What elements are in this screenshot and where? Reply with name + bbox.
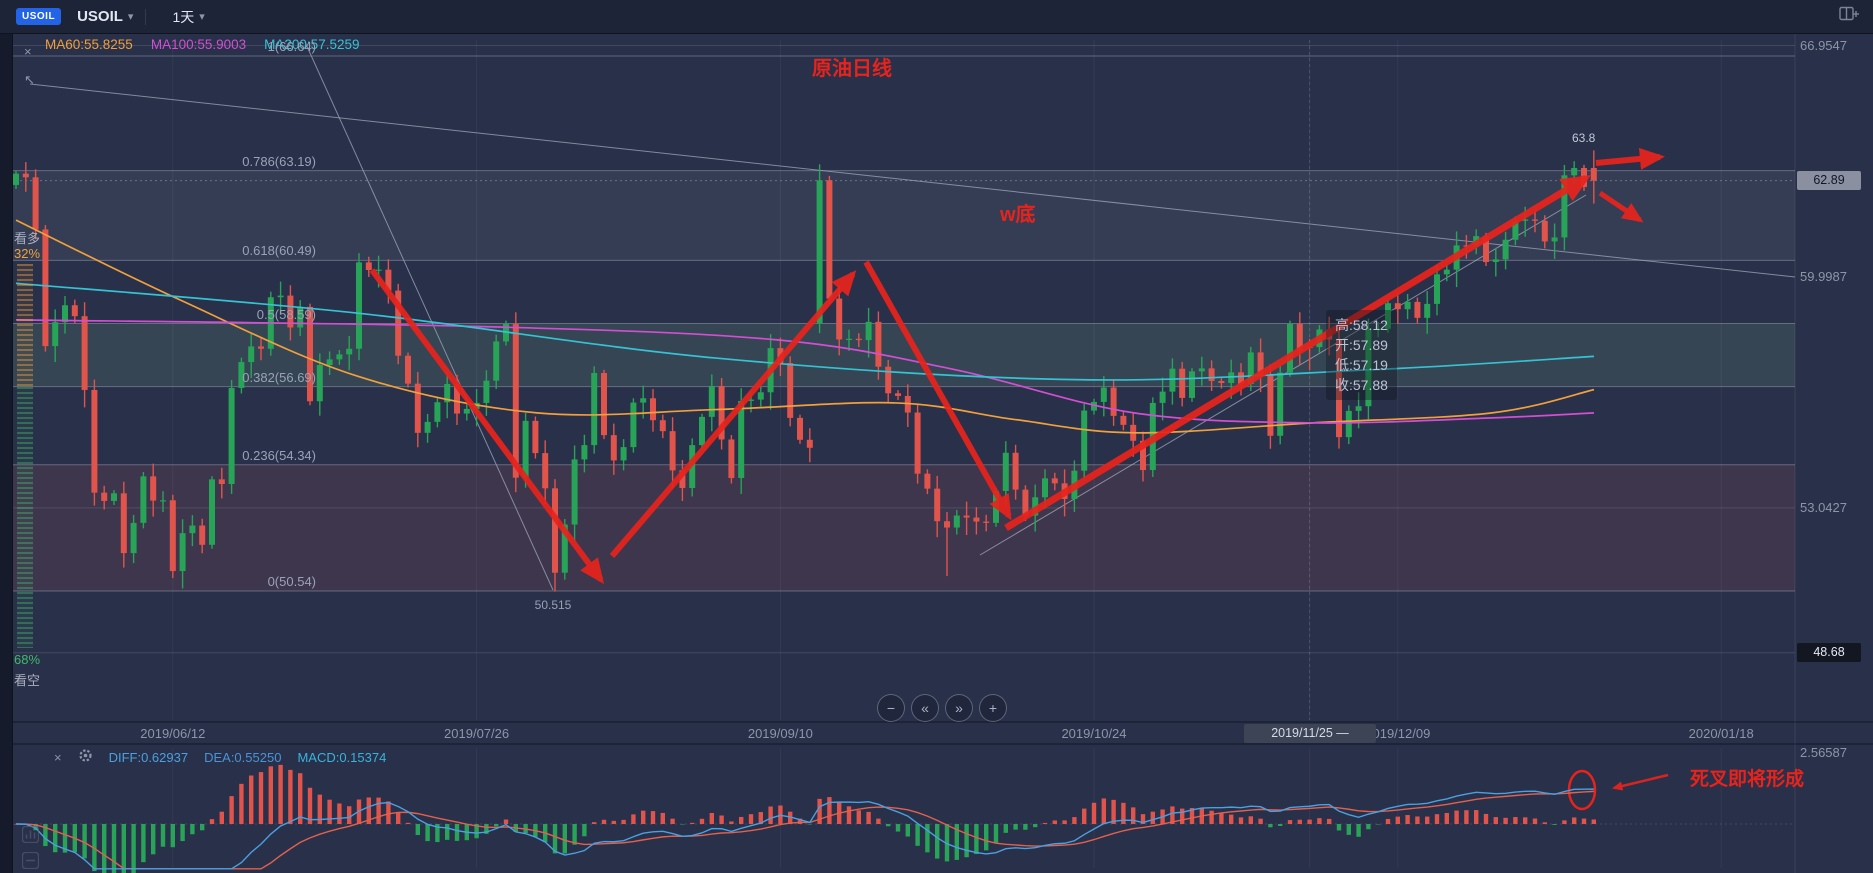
- price-tag: 62.89: [1797, 171, 1861, 191]
- toolbar-divider: [145, 8, 147, 25]
- ma200-line: [15, 282, 1595, 381]
- high-price-label: 63.8: [1572, 131, 1596, 145]
- remove-drawing-icon[interactable]: ×: [24, 44, 32, 59]
- annotation-w-bottom: w底: [1000, 204, 1036, 226]
- pane-chart-icon[interactable]: [21, 825, 40, 848]
- sentiment-gauge: [17, 264, 33, 648]
- red-arrow-drawings[interactable]: [369, 147, 1669, 811]
- price-tag: 48.68: [1797, 643, 1861, 663]
- macd-value: MACD:0.15374: [297, 749, 387, 765]
- fib-level-label: 0.5(58.59): [256, 306, 316, 322]
- scroll-right-button[interactable]: »: [945, 694, 973, 722]
- macd-scale-label: 2.56587: [1800, 745, 1847, 760]
- gridlines: [172, 40, 1722, 868]
- fib-level-label: 0(50.54): [267, 574, 316, 589]
- indicator-legend[interactable]: MA60:55.8255 MA100:55.9003 MA200:57.5259: [45, 37, 359, 52]
- fib-level-label: 0.618(60.49): [242, 243, 316, 259]
- price-axis-label: 66.9547: [1800, 37, 1847, 53]
- tooltip-low: 低:57.19: [1335, 357, 1388, 373]
- sentiment-gauge-bull-segment: [17, 264, 33, 387]
- bull-percent: 32%: [14, 246, 41, 261]
- bull-label: 看多: [14, 231, 41, 246]
- price-rays: [0, 45, 1795, 654]
- price-axis-label: 53.0427: [1800, 499, 1847, 515]
- zoom-out-button[interactable]: −: [877, 694, 905, 722]
- annotation-title: 原油日线: [812, 58, 892, 80]
- tooltip-close: 收:57.88: [1335, 377, 1388, 393]
- bear-percent: 68%: [14, 652, 41, 667]
- ma100-line: [15, 318, 1595, 424]
- time-axis-tick: 2019/07/26: [444, 726, 510, 741]
- macd-layer: [0, 764, 1795, 873]
- candles-layer: [13, 150, 1597, 592]
- pane-separators: [0, 33, 1873, 873]
- ohlc-tooltip: 高:58.12 开:57.89 低:57.19 收:57.88: [1326, 310, 1397, 400]
- fib-level-label: 0.382(56.69): [242, 369, 316, 385]
- fib-level-label: 1(66.64): [267, 39, 316, 54]
- chevron-down-icon: ▾: [127, 11, 134, 23]
- macd-close-icon[interactable]: ×: [54, 749, 62, 765]
- sentiment-gauge-bear-segment: [17, 387, 33, 648]
- tooltip-open: 开:57.89: [1335, 337, 1388, 353]
- layout-icon[interactable]: [1839, 5, 1859, 28]
- time-axis-tick: 2019/12/09: [1365, 726, 1431, 741]
- tooltip-high: 高:58.12: [1335, 317, 1388, 333]
- moving-averages: [15, 219, 1595, 434]
- macd-dea-value: DEA:0.55250: [204, 749, 282, 765]
- annotation-death-cross: 死叉即将形成: [1690, 769, 1805, 790]
- left-toolbar-strip: [0, 33, 13, 873]
- zoom-in-button[interactable]: +: [979, 694, 1007, 722]
- time-axis-tick: 2019/06/12: [140, 726, 206, 741]
- time-axis-tick: 2020/01/18: [1688, 726, 1754, 741]
- chevron-down-icon: ▾: [199, 11, 205, 23]
- fib-level-label: 0.236(54.34): [242, 447, 316, 463]
- crosshair-date-label: 2019/11/25 —: [1244, 724, 1376, 743]
- ma200-legend: MA200:57.5259: [264, 37, 360, 52]
- diff-line: [15, 788, 1594, 870]
- time-axis-tick: 2019/10/24: [1061, 726, 1127, 741]
- bear-label: 看空: [14, 673, 41, 688]
- macd-settings-icon[interactable]: [78, 748, 93, 766]
- time-axis-tick: 2019/09/10: [747, 726, 813, 741]
- fib-bands: [0, 170, 1795, 591]
- ma60-legend: MA60:55.8255: [45, 37, 133, 52]
- topbar: USOIL USOIL ▾ 1天 ▾: [0, 0, 1873, 34]
- macd-diff-value: DIFF:0.62937: [108, 749, 189, 765]
- trendline-anchor-icon[interactable]: ↖: [24, 72, 35, 87]
- ma100-legend: MA100:55.9003: [150, 37, 247, 52]
- low-price-label: 50.515: [534, 598, 572, 612]
- scroll-left-button[interactable]: «: [911, 694, 939, 722]
- symbol-selector[interactable]: USOIL ▾: [71, 8, 139, 25]
- symbol-logo: USOIL: [16, 8, 62, 25]
- fib-level-label: 0.786(63.19): [242, 153, 316, 169]
- price-axis-label: 59.9987: [1800, 268, 1847, 284]
- dea-line: [15, 790, 1594, 870]
- ma60-line: [15, 219, 1595, 434]
- macd-indicator-header: × DIFF:0.62937 DEA:0.55250 MACD:0.15374: [54, 748, 386, 766]
- pane-minimize-icon[interactable]: [21, 851, 40, 873]
- timeframe-label: 1天: [172, 8, 195, 25]
- timeframe-selector[interactable]: 1天 ▾: [166, 7, 210, 27]
- symbol-name: USOIL: [77, 8, 123, 25]
